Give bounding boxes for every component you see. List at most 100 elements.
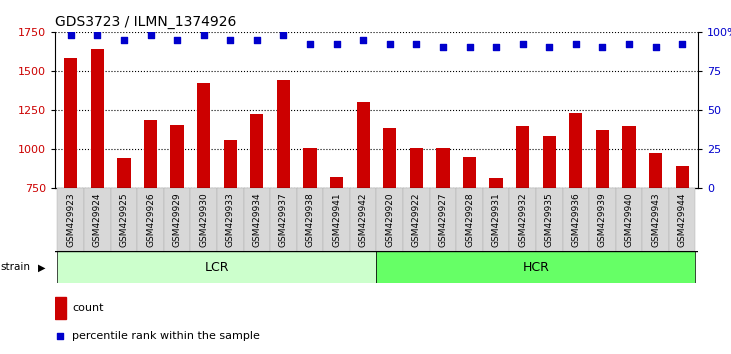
Text: GSM429931: GSM429931 bbox=[491, 193, 501, 247]
Point bbox=[384, 41, 395, 47]
Point bbox=[623, 41, 635, 47]
Bar bbox=[675, 166, 689, 304]
Bar bbox=[376, 188, 403, 251]
Bar bbox=[243, 188, 270, 251]
Point bbox=[437, 45, 449, 50]
Text: percentile rank within the sample: percentile rank within the sample bbox=[72, 331, 260, 342]
Bar bbox=[217, 188, 243, 251]
Bar bbox=[323, 188, 350, 251]
Point bbox=[91, 32, 103, 38]
Bar bbox=[569, 113, 583, 304]
Point bbox=[491, 45, 502, 50]
Text: GSM429940: GSM429940 bbox=[624, 193, 634, 247]
Text: HCR: HCR bbox=[523, 261, 550, 274]
Bar bbox=[197, 83, 211, 304]
Text: strain: strain bbox=[1, 262, 31, 272]
Text: GSM429933: GSM429933 bbox=[226, 193, 235, 247]
Bar bbox=[589, 188, 616, 251]
Point bbox=[596, 45, 608, 50]
Bar bbox=[563, 188, 589, 251]
Point bbox=[198, 32, 210, 38]
Bar bbox=[277, 80, 290, 304]
Bar bbox=[297, 188, 323, 251]
Text: GSM429920: GSM429920 bbox=[385, 193, 394, 247]
Bar bbox=[596, 130, 609, 304]
Text: GSM429932: GSM429932 bbox=[518, 193, 527, 247]
Text: GSM429941: GSM429941 bbox=[332, 193, 341, 247]
Bar bbox=[536, 188, 563, 251]
Text: GSM429944: GSM429944 bbox=[678, 193, 686, 247]
Point bbox=[330, 41, 342, 47]
Point bbox=[543, 45, 555, 50]
Bar bbox=[383, 129, 396, 304]
Point bbox=[54, 333, 66, 339]
Bar bbox=[117, 158, 131, 304]
Text: GSM429924: GSM429924 bbox=[93, 193, 102, 247]
Bar bbox=[330, 177, 344, 304]
Bar bbox=[403, 188, 430, 251]
Text: ▶: ▶ bbox=[38, 262, 45, 272]
Text: GSM429942: GSM429942 bbox=[359, 193, 368, 247]
Bar bbox=[350, 188, 376, 251]
Text: GSM429935: GSM429935 bbox=[545, 193, 554, 247]
Bar bbox=[190, 188, 217, 251]
Text: GSM429937: GSM429937 bbox=[279, 193, 288, 247]
Text: count: count bbox=[72, 303, 104, 313]
Point bbox=[145, 32, 156, 38]
Bar bbox=[490, 178, 503, 304]
Bar bbox=[110, 188, 137, 251]
Bar bbox=[270, 188, 297, 251]
Text: GSM429938: GSM429938 bbox=[306, 193, 314, 247]
Bar bbox=[58, 251, 376, 283]
Point bbox=[171, 37, 183, 42]
Text: GSM429929: GSM429929 bbox=[173, 193, 181, 247]
Bar bbox=[224, 140, 237, 304]
Bar bbox=[164, 188, 190, 251]
Bar bbox=[616, 188, 643, 251]
Bar bbox=[64, 58, 77, 304]
Text: GSM429928: GSM429928 bbox=[465, 193, 474, 247]
Bar bbox=[303, 148, 317, 304]
Point bbox=[224, 37, 236, 42]
Bar bbox=[542, 136, 556, 304]
Text: GSM429923: GSM429923 bbox=[67, 193, 75, 247]
Point bbox=[517, 41, 529, 47]
Bar bbox=[137, 188, 164, 251]
Text: GDS3723 / ILMN_1374926: GDS3723 / ILMN_1374926 bbox=[55, 16, 236, 29]
Bar bbox=[482, 188, 510, 251]
Bar bbox=[91, 49, 104, 304]
Text: GSM429927: GSM429927 bbox=[439, 193, 447, 247]
Text: GSM429936: GSM429936 bbox=[572, 193, 580, 247]
Bar bbox=[456, 188, 482, 251]
Bar bbox=[430, 188, 456, 251]
Bar bbox=[409, 148, 423, 304]
Bar bbox=[436, 148, 450, 304]
Point bbox=[650, 45, 662, 50]
Bar bbox=[516, 126, 529, 304]
Bar bbox=[510, 188, 536, 251]
Point bbox=[411, 41, 423, 47]
Text: GSM429922: GSM429922 bbox=[412, 193, 421, 247]
Point bbox=[463, 45, 475, 50]
Point bbox=[676, 41, 688, 47]
Bar bbox=[55, 297, 66, 319]
Point bbox=[118, 37, 130, 42]
Text: GSM429926: GSM429926 bbox=[146, 193, 155, 247]
Text: LCR: LCR bbox=[205, 261, 230, 274]
Bar bbox=[84, 188, 110, 251]
Point bbox=[570, 41, 582, 47]
Bar bbox=[250, 114, 263, 304]
Bar bbox=[643, 188, 669, 251]
Text: GSM429934: GSM429934 bbox=[252, 193, 262, 247]
Bar bbox=[376, 251, 695, 283]
Point bbox=[357, 37, 369, 42]
Text: GSM429943: GSM429943 bbox=[651, 193, 660, 247]
Bar bbox=[463, 157, 476, 304]
Point bbox=[251, 37, 262, 42]
Text: GSM429925: GSM429925 bbox=[119, 193, 129, 247]
Point bbox=[278, 32, 289, 38]
Text: GSM429930: GSM429930 bbox=[199, 193, 208, 247]
Bar bbox=[58, 188, 84, 251]
Point bbox=[304, 41, 316, 47]
Text: GSM429939: GSM429939 bbox=[598, 193, 607, 247]
